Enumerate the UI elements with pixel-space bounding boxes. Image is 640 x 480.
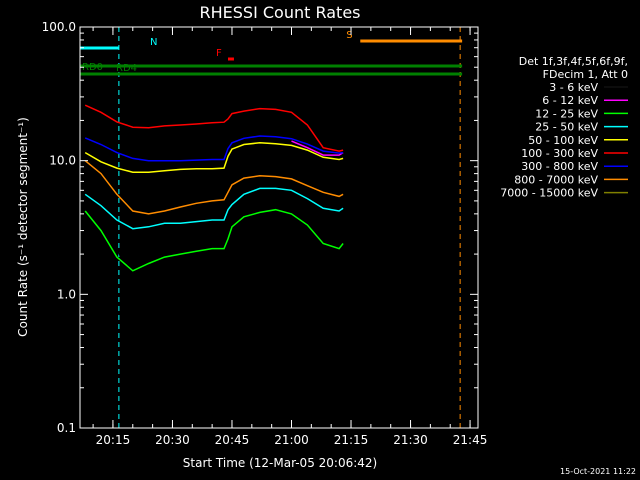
series-line-3 — [84, 187, 344, 230]
legend-label: 800 - 7000 keV — [514, 173, 598, 186]
legend-label: 300 - 800 keV — [521, 160, 598, 173]
annotation-label-n: N — [150, 37, 157, 48]
legend-label: 12 - 25 keV — [535, 107, 598, 120]
annotation-label-rd0: RD0 — [82, 62, 103, 73]
series-line-6 — [84, 135, 344, 162]
legend-label: 100 - 300 keV — [521, 147, 598, 160]
y-tick-label: 1.0 — [57, 287, 76, 301]
series-line-4 — [84, 142, 344, 173]
x-tick-label: 21:30 — [393, 433, 428, 447]
x-axis-label: Start Time (12-Mar-05 20:06:42) — [183, 456, 377, 470]
legend-label: 50 - 100 keV — [528, 134, 598, 147]
series-line-2 — [84, 208, 344, 272]
legend-label: 7000 - 15000 keV — [500, 187, 598, 200]
legend-label: 25 - 50 keV — [535, 121, 598, 134]
series-line-7 — [84, 160, 344, 215]
series-line-0 — [84, 168, 344, 285]
annotation-label-rd4: RD4 — [116, 63, 137, 74]
plot-area: N F S RD0 RD4 — [79, 26, 479, 429]
legend-header-line-2: FDecim 1, Att 0 — [543, 68, 628, 81]
legend-label: 6 - 12 keV — [542, 94, 598, 107]
plot-frame — [79, 26, 479, 429]
annotation-label-f: F — [216, 48, 222, 59]
chart-title: RHESSI Count Rates — [200, 3, 361, 22]
x-tick-label: 21:00 — [274, 433, 309, 447]
legend-header-line-1: Det 1f,3f,4f,5f,6f,9f, — [519, 55, 628, 68]
y-tick-label: 10.0 — [49, 154, 76, 168]
x-tick-label: 21:15 — [334, 433, 369, 447]
y-tick-label: 100.0 — [42, 20, 76, 34]
series-line-1 — [291, 140, 344, 156]
legend: Det 1f,3f,4f,5f,6f,9f, FDecim 1, Att 0 3… — [500, 55, 628, 200]
axis-ticks: 0.1 1.0 10.0 100.0 20:15 20:30 20:45 21:00 21:15… — [42, 20, 488, 447]
y-axis-label: Count Rate (s⁻¹ detector segment⁻¹) — [16, 117, 30, 337]
y-tick-label: 0.1 — [57, 421, 76, 435]
annotation-label-s: S — [346, 30, 352, 41]
series-line-5 — [84, 104, 344, 152]
x-tick-label: 20:45 — [215, 433, 250, 447]
timestamp: 15-Oct-2021 11:22 — [560, 467, 636, 476]
x-tick-label: 20:15 — [96, 433, 131, 447]
x-tick-label: 20:30 — [155, 433, 190, 447]
x-tick-label: 21:45 — [453, 433, 488, 447]
legend-label: 3 - 6 keV — [549, 81, 598, 94]
